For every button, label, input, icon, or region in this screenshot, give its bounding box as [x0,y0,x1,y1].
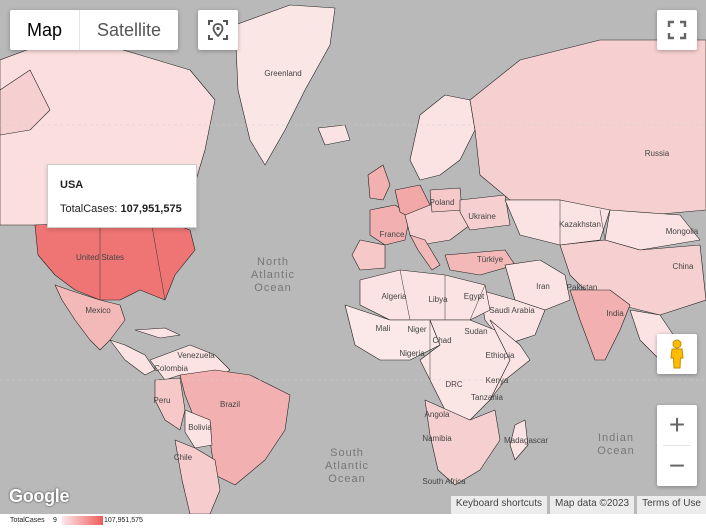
zoom-out-button[interactable]: − [668,450,686,481]
zoom-divider [663,445,691,446]
region-border-lines [99,200,606,380]
label-bolivia: Bolivia [188,423,212,432]
label-kenya: Kenya [486,376,509,385]
label-venezuela: Venezuela [177,351,215,360]
region-peru [154,377,186,431]
label-south-atlantic-1: South [330,447,364,459]
label-niger: Niger [407,325,426,334]
label-mali: Mali [376,324,391,333]
map-data-text: Map data ©2023 [550,496,635,514]
label-greenland: Greenland [264,69,301,78]
region-turkiye [444,249,516,276]
map-type-divider [79,10,81,50]
fullscreen-button[interactable] [657,10,697,50]
label-india: India [606,309,624,318]
region-north-africa [359,269,491,321]
label-libya: Libya [428,295,448,304]
region-alaska [0,69,51,136]
map-type-map-button[interactable]: Map [27,20,63,40]
label-nigeria: Nigeria [399,349,425,358]
legend-title: TotalCases [10,517,45,524]
world-map[interactable]: Greenland Russia Kazakhstan Mongolia Chi… [0,0,706,514]
location-icon [208,20,228,40]
zoom-in-button[interactable]: + [668,409,686,440]
label-ukraine: Ukraine [468,212,496,221]
label-pakistan: Pakistan [567,283,598,292]
region-west-africa [344,304,441,361]
tooltip-metric-label: TotalCases: [60,203,118,215]
street-view-pegman-button[interactable] [657,334,697,374]
label-turkiye: Türkiye [477,255,504,264]
region-italy [409,234,441,271]
label-indian-ocean-2: Ocean [597,445,634,457]
label-mexico: Mexico [85,306,111,315]
label-france: France [380,230,405,239]
color-legend: TotalCases 9 107,951,575 [0,514,706,530]
label-china: China [673,262,694,271]
region-cuba [134,327,181,339]
map-type-satellite-button[interactable]: Satellite [97,20,162,40]
region-ukraine [459,194,511,231]
label-south-africa: South Africa [422,477,466,486]
label-south-atlantic-2: Atlantic [325,460,369,472]
region-southern-africa [424,399,501,486]
label-colombia: Colombia [154,364,188,373]
region-madagascar [509,419,529,461]
region-mongolia [604,209,701,251]
label-brazil: Brazil [220,400,240,409]
tooltip-metric-value: 107,951,575 [120,203,182,215]
region-spain [351,239,386,271]
region-chile-argentina [174,439,221,514]
region-russia [469,39,706,216]
region-india [569,289,631,361]
label-poland: Poland [430,198,455,207]
zoom-control: + − [657,405,697,486]
label-egypt: Egypt [464,292,485,301]
label-south-atlantic-3: Ocean [328,473,365,485]
label-algeria: Algeria [382,292,407,301]
region-france [369,204,411,246]
label-madagascar: Madagascar [504,436,548,445]
legend-gradient-bar [62,516,103,525]
label-ethiopia: Ethiopia [486,351,515,360]
label-drc: DRC [445,380,463,389]
legend-min: 9 [53,517,57,524]
label-north-atlantic-1: North [257,256,289,268]
label-angola: Angola [425,410,450,419]
label-chad: Chad [432,336,451,345]
region-uk [367,164,391,201]
my-location-button[interactable] [198,10,238,50]
label-kazakhstan: Kazakhstan [559,220,601,229]
label-russia: Russia [645,149,670,158]
label-north-atlantic-2: Atlantic [251,269,295,281]
country-tooltip: USA TotalCases: 107,951,575 [47,164,197,228]
label-tanzania: Tanzania [471,393,504,402]
label-north-atlantic-3: Ocean [254,282,291,294]
pegman-icon [670,339,684,369]
label-iran: Iran [536,282,550,291]
map-type-control: Map Satellite [10,10,179,50]
region-bolivia [184,409,213,449]
google-logo[interactable]: Google [9,486,70,506]
label-sudan: Sudan [464,327,487,336]
terms-of-use-link[interactable]: Terms of Use [637,496,706,514]
label-chile: Chile [174,453,193,462]
region-central-america [109,339,156,376]
region-iceland [317,124,351,146]
legend-max: 107,951,575 [104,517,143,524]
label-indian-ocean-1: Indian [598,432,634,444]
label-namibia: Namibia [422,434,452,443]
map-canvas[interactable]: Greenland Russia Kazakhstan Mongolia Chi… [0,0,706,514]
label-united-states: United States [76,253,124,262]
label-saudi-arabia: Saudi Arabia [489,306,535,315]
keyboard-shortcuts-link[interactable]: Keyboard shortcuts [450,496,547,514]
tooltip-metric: TotalCases: 107,951,575 [60,203,182,215]
region-greenland [234,4,336,166]
region-scandinavia [409,94,476,181]
attribution-bar: Keyboard shortcuts Map data ©2023 Terms … [448,496,706,514]
fullscreen-icon [667,20,687,40]
tooltip-country: USA [60,179,84,191]
label-mongolia: Mongolia [666,227,699,236]
label-peru: Peru [154,396,171,405]
